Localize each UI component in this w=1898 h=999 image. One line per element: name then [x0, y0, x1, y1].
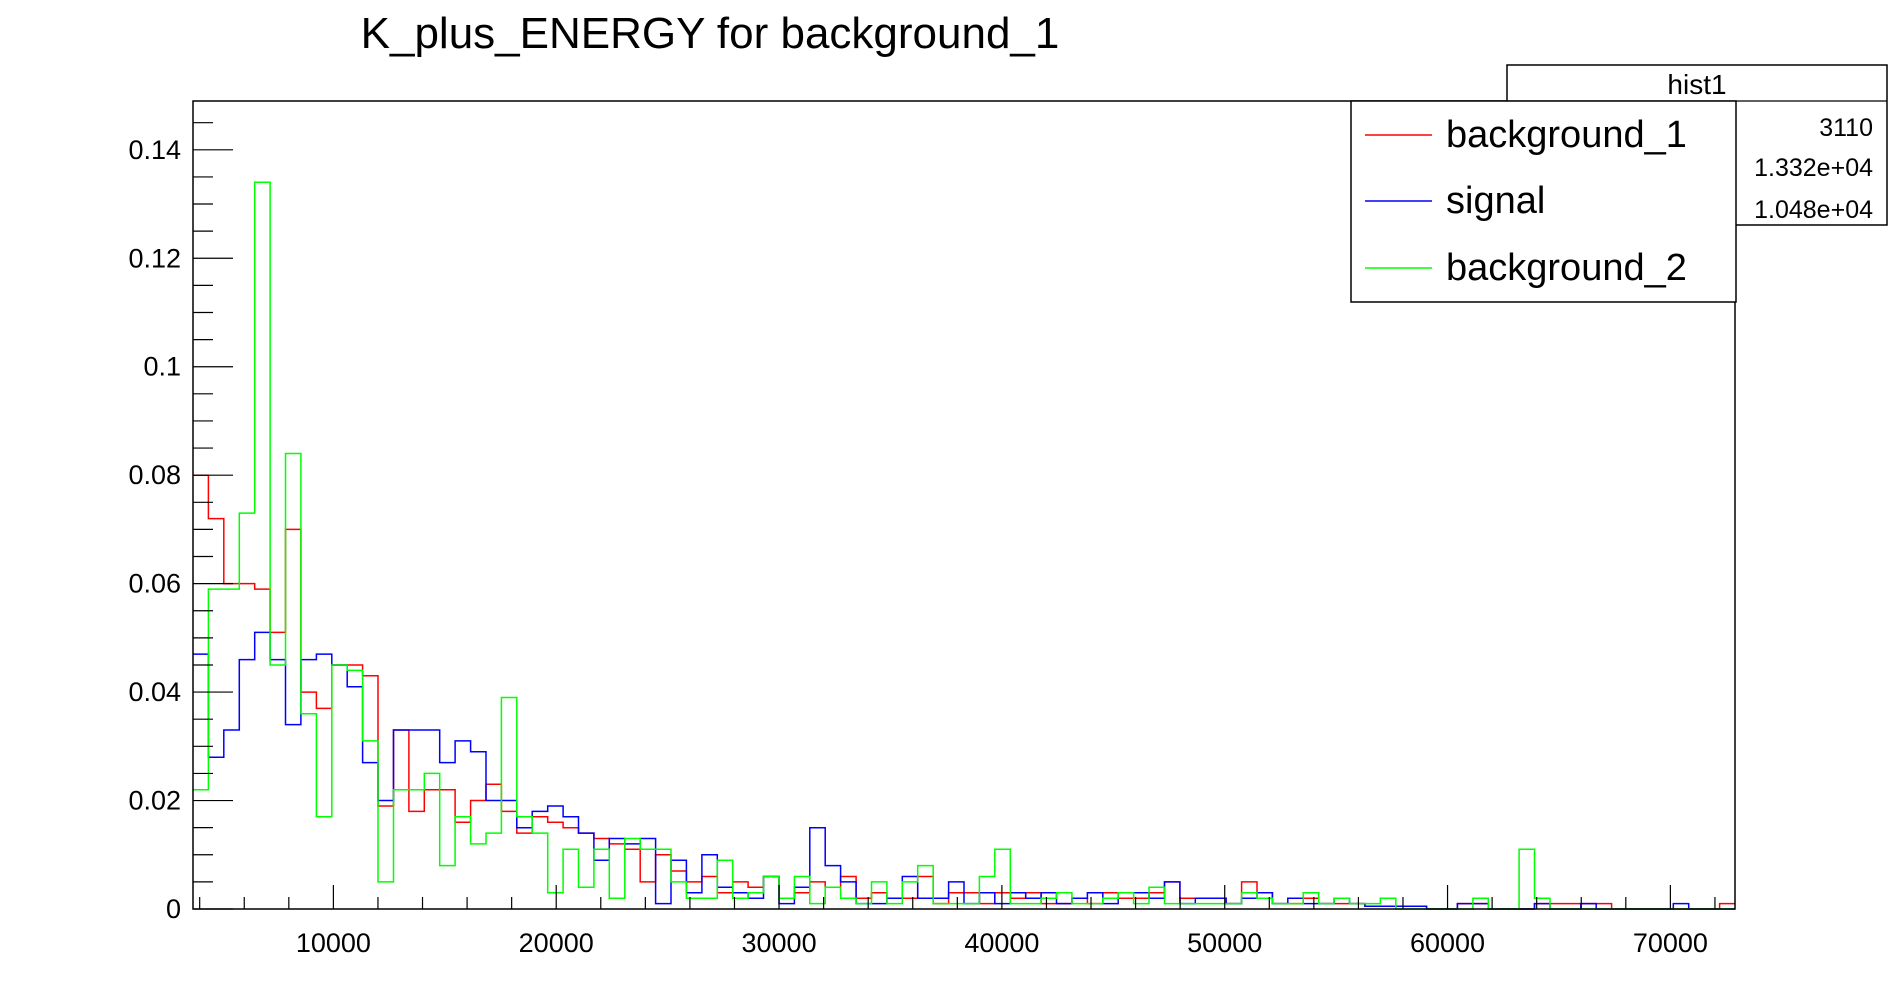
y-tick-label: 0	[166, 894, 181, 924]
stats-box-row: 3110	[1819, 114, 1873, 142]
x-tick-label: 20000	[519, 928, 594, 958]
plot-area: 0 0.02 0.04 0.06 0.08 0.1 0.12 0.14 10000 20000 30…	[128, 100, 1736, 958]
stats-box-row: 1.048e+04	[1754, 196, 1873, 224]
x-tick-label: 40000	[964, 928, 1039, 958]
legend-label-signal: signal	[1446, 180, 1545, 222]
x-tick-label: 10000	[296, 928, 371, 958]
series-line-background-1	[193, 474, 1735, 910]
x-tick-label: 50000	[1187, 928, 1262, 958]
plot-frame	[192, 100, 1736, 910]
y-tick-label: 0.04	[128, 677, 181, 707]
series-line-background-2	[193, 181, 1735, 910]
chart-title: K_plus_ENERGY for background_1	[361, 9, 1060, 58]
legend-label-background-1: background_1	[1446, 114, 1687, 156]
legend: background_1 signal background_2	[1350, 100, 1737, 303]
x-tick-label: 70000	[1633, 928, 1708, 958]
stats-box-row: 1.332e+04	[1754, 154, 1873, 182]
x-tick-label: 60000	[1410, 928, 1485, 958]
stats-box-title: hist1	[1667, 69, 1726, 100]
x-tick-label: 30000	[742, 928, 817, 958]
y-tick-label: 0.1	[143, 352, 181, 382]
y-tick-label: 0.06	[128, 569, 181, 599]
y-tick-label: 0.08	[128, 460, 181, 490]
y-tick-label: 0.14	[128, 135, 181, 165]
legend-label-background-2: background_2	[1446, 247, 1687, 289]
series-line-signal	[193, 631, 1735, 910]
y-tick-label: 0.12	[128, 243, 181, 273]
y-tick-label: 0.02	[128, 786, 181, 816]
